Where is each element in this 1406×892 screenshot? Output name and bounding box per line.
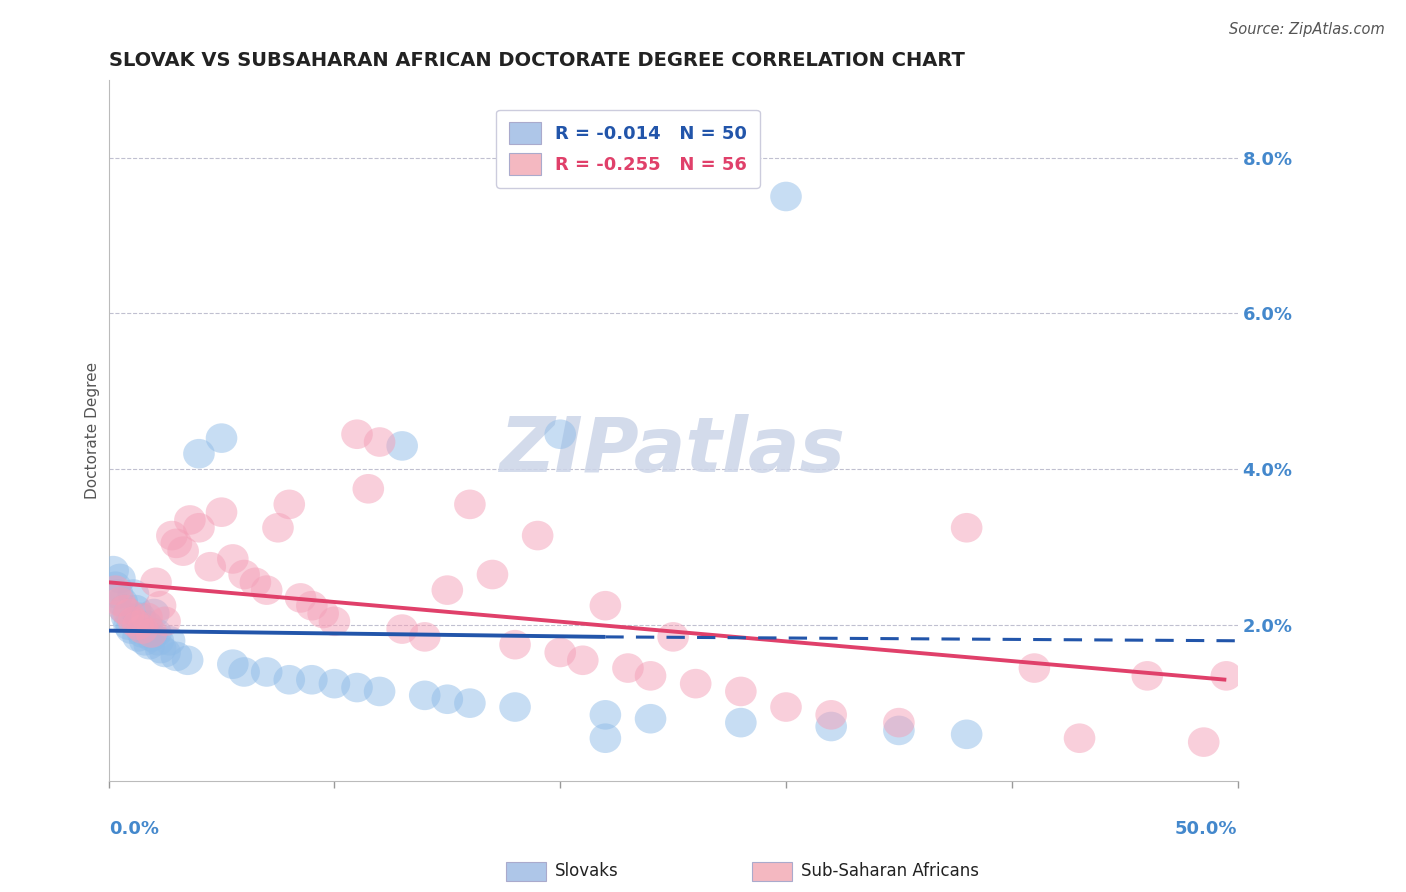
- Text: SLOVAK VS SUBSAHARAN AFRICAN DOCTORATE DEGREE CORRELATION CHART: SLOVAK VS SUBSAHARAN AFRICAN DOCTORATE D…: [108, 51, 965, 70]
- Legend: R = -0.014   N = 50, R = -0.255   N = 56: R = -0.014 N = 50, R = -0.255 N = 56: [496, 110, 761, 188]
- Text: Slovaks: Slovaks: [555, 863, 619, 880]
- Text: Sub-Saharan Africans: Sub-Saharan Africans: [801, 863, 980, 880]
- Y-axis label: Doctorate Degree: Doctorate Degree: [86, 362, 100, 499]
- Text: 50.0%: 50.0%: [1175, 820, 1237, 838]
- Text: Source: ZipAtlas.com: Source: ZipAtlas.com: [1229, 22, 1385, 37]
- Text: 0.0%: 0.0%: [108, 820, 159, 838]
- Text: ZIPatlas: ZIPatlas: [501, 415, 846, 489]
